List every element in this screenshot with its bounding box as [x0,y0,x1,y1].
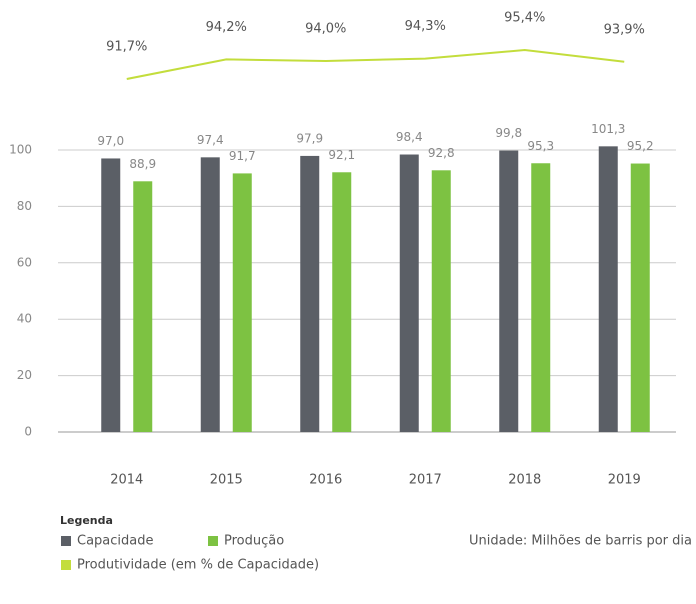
bar [630,163,650,432]
legend-swatch [208,536,218,546]
value-label: 94,0% [305,21,346,36]
bar [232,173,252,432]
y-tick-label: 40 [17,312,32,326]
x-tick-label: 2014 [110,473,143,488]
bar [531,163,551,432]
bar [133,181,153,432]
x-tick-label: 2015 [210,473,243,488]
y-tick-label: 0 [24,425,32,439]
value-label: 97,4 [197,133,224,147]
x-tick-label: 2019 [608,473,641,488]
value-label: 99,8 [495,126,522,140]
value-label: 95,2 [627,139,654,153]
bar [200,157,220,432]
legend-swatch [61,536,71,546]
bar [499,150,519,432]
value-label: 97,9 [296,131,323,145]
value-label: 94,3% [405,19,446,34]
bar [399,154,419,432]
bar [431,170,451,432]
bar [300,155,320,432]
x-tick-label: 2016 [309,473,342,488]
legend-title: Legenda [60,514,113,527]
value-label: 91,7% [106,40,147,55]
value-label: 95,4% [504,11,545,26]
legend-label: Produção [224,534,284,549]
x-tick-label: 2017 [409,473,442,488]
line [126,48,625,80]
value-label: 93,9% [604,22,645,37]
bar [101,158,121,432]
bar [598,146,618,433]
y-tick-label: 100 [9,143,32,157]
value-label: 92,1 [328,148,355,162]
y-tick-label: 60 [17,255,32,269]
value-label: 98,4 [396,130,423,144]
value-label: 95,3 [527,139,554,153]
legend-label: Produtividade (em % de Capacidade) [77,558,319,573]
value-label: 94,2% [206,20,247,35]
y-tick-label: 20 [17,368,32,382]
y-tick-label: 80 [17,199,32,213]
x-tick-label: 2018 [508,473,541,488]
value-label: 91,7 [229,149,256,163]
value-label: 92,8 [428,146,455,160]
bar [332,172,352,432]
legend-swatch [61,560,71,570]
value-label: 101,3 [591,122,625,136]
legend-label: Capacidade [77,534,154,549]
unit-note: Unidade: Milhões de barris por dia [469,534,692,549]
value-label: 97,0 [97,134,124,148]
value-label: 88,9 [129,157,156,171]
